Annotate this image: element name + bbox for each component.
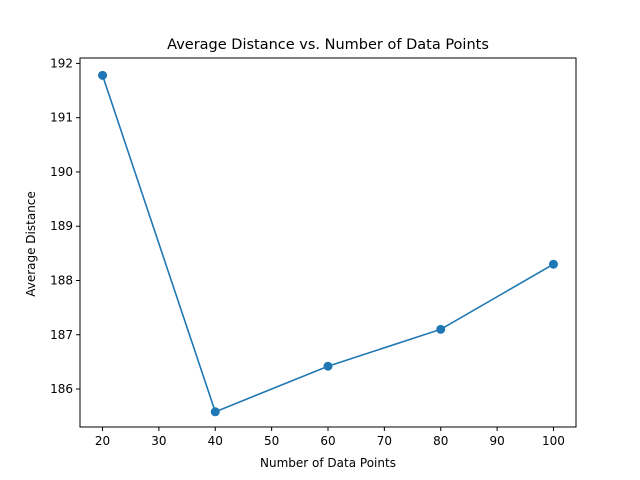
x-tick-label: 60 xyxy=(320,434,335,448)
x-tick-label: 80 xyxy=(433,434,448,448)
y-tick-label: 189 xyxy=(50,219,73,233)
x-tick-label: 70 xyxy=(377,434,392,448)
y-tick-label: 190 xyxy=(50,165,73,179)
x-tick-label: 30 xyxy=(151,434,166,448)
data-point xyxy=(210,407,220,417)
series-line xyxy=(101,75,554,413)
y-axis-ticks: 186 187 188 189 190 191 192 xyxy=(50,56,80,396)
y-tick-label: 187 xyxy=(50,328,73,342)
plot-frame xyxy=(79,57,577,428)
x-tick-label: 100 xyxy=(542,434,565,448)
y-tick-label: 192 xyxy=(50,56,73,70)
y-tick-label: 191 xyxy=(50,111,73,125)
data-point xyxy=(548,259,558,269)
x-axis-ticks: 20 30 40 50 60 70 80 90 100 xyxy=(95,427,565,448)
data-point xyxy=(98,70,108,80)
x-tick-label: 40 xyxy=(208,434,223,448)
x-tick-label: 90 xyxy=(489,434,504,448)
data-point xyxy=(323,361,333,371)
chart-title: Average Distance vs. Number of Data Poin… xyxy=(167,37,489,53)
plot-area xyxy=(98,70,558,417)
data-point xyxy=(436,324,446,334)
y-tick-label: 186 xyxy=(50,382,73,396)
y-axis-label: Average Distance xyxy=(24,191,38,297)
x-tick-label: 20 xyxy=(95,434,110,448)
y-tick-label: 188 xyxy=(50,273,73,287)
x-tick-label: 50 xyxy=(264,434,279,448)
x-axis-label: Number of Data Points xyxy=(260,456,396,470)
